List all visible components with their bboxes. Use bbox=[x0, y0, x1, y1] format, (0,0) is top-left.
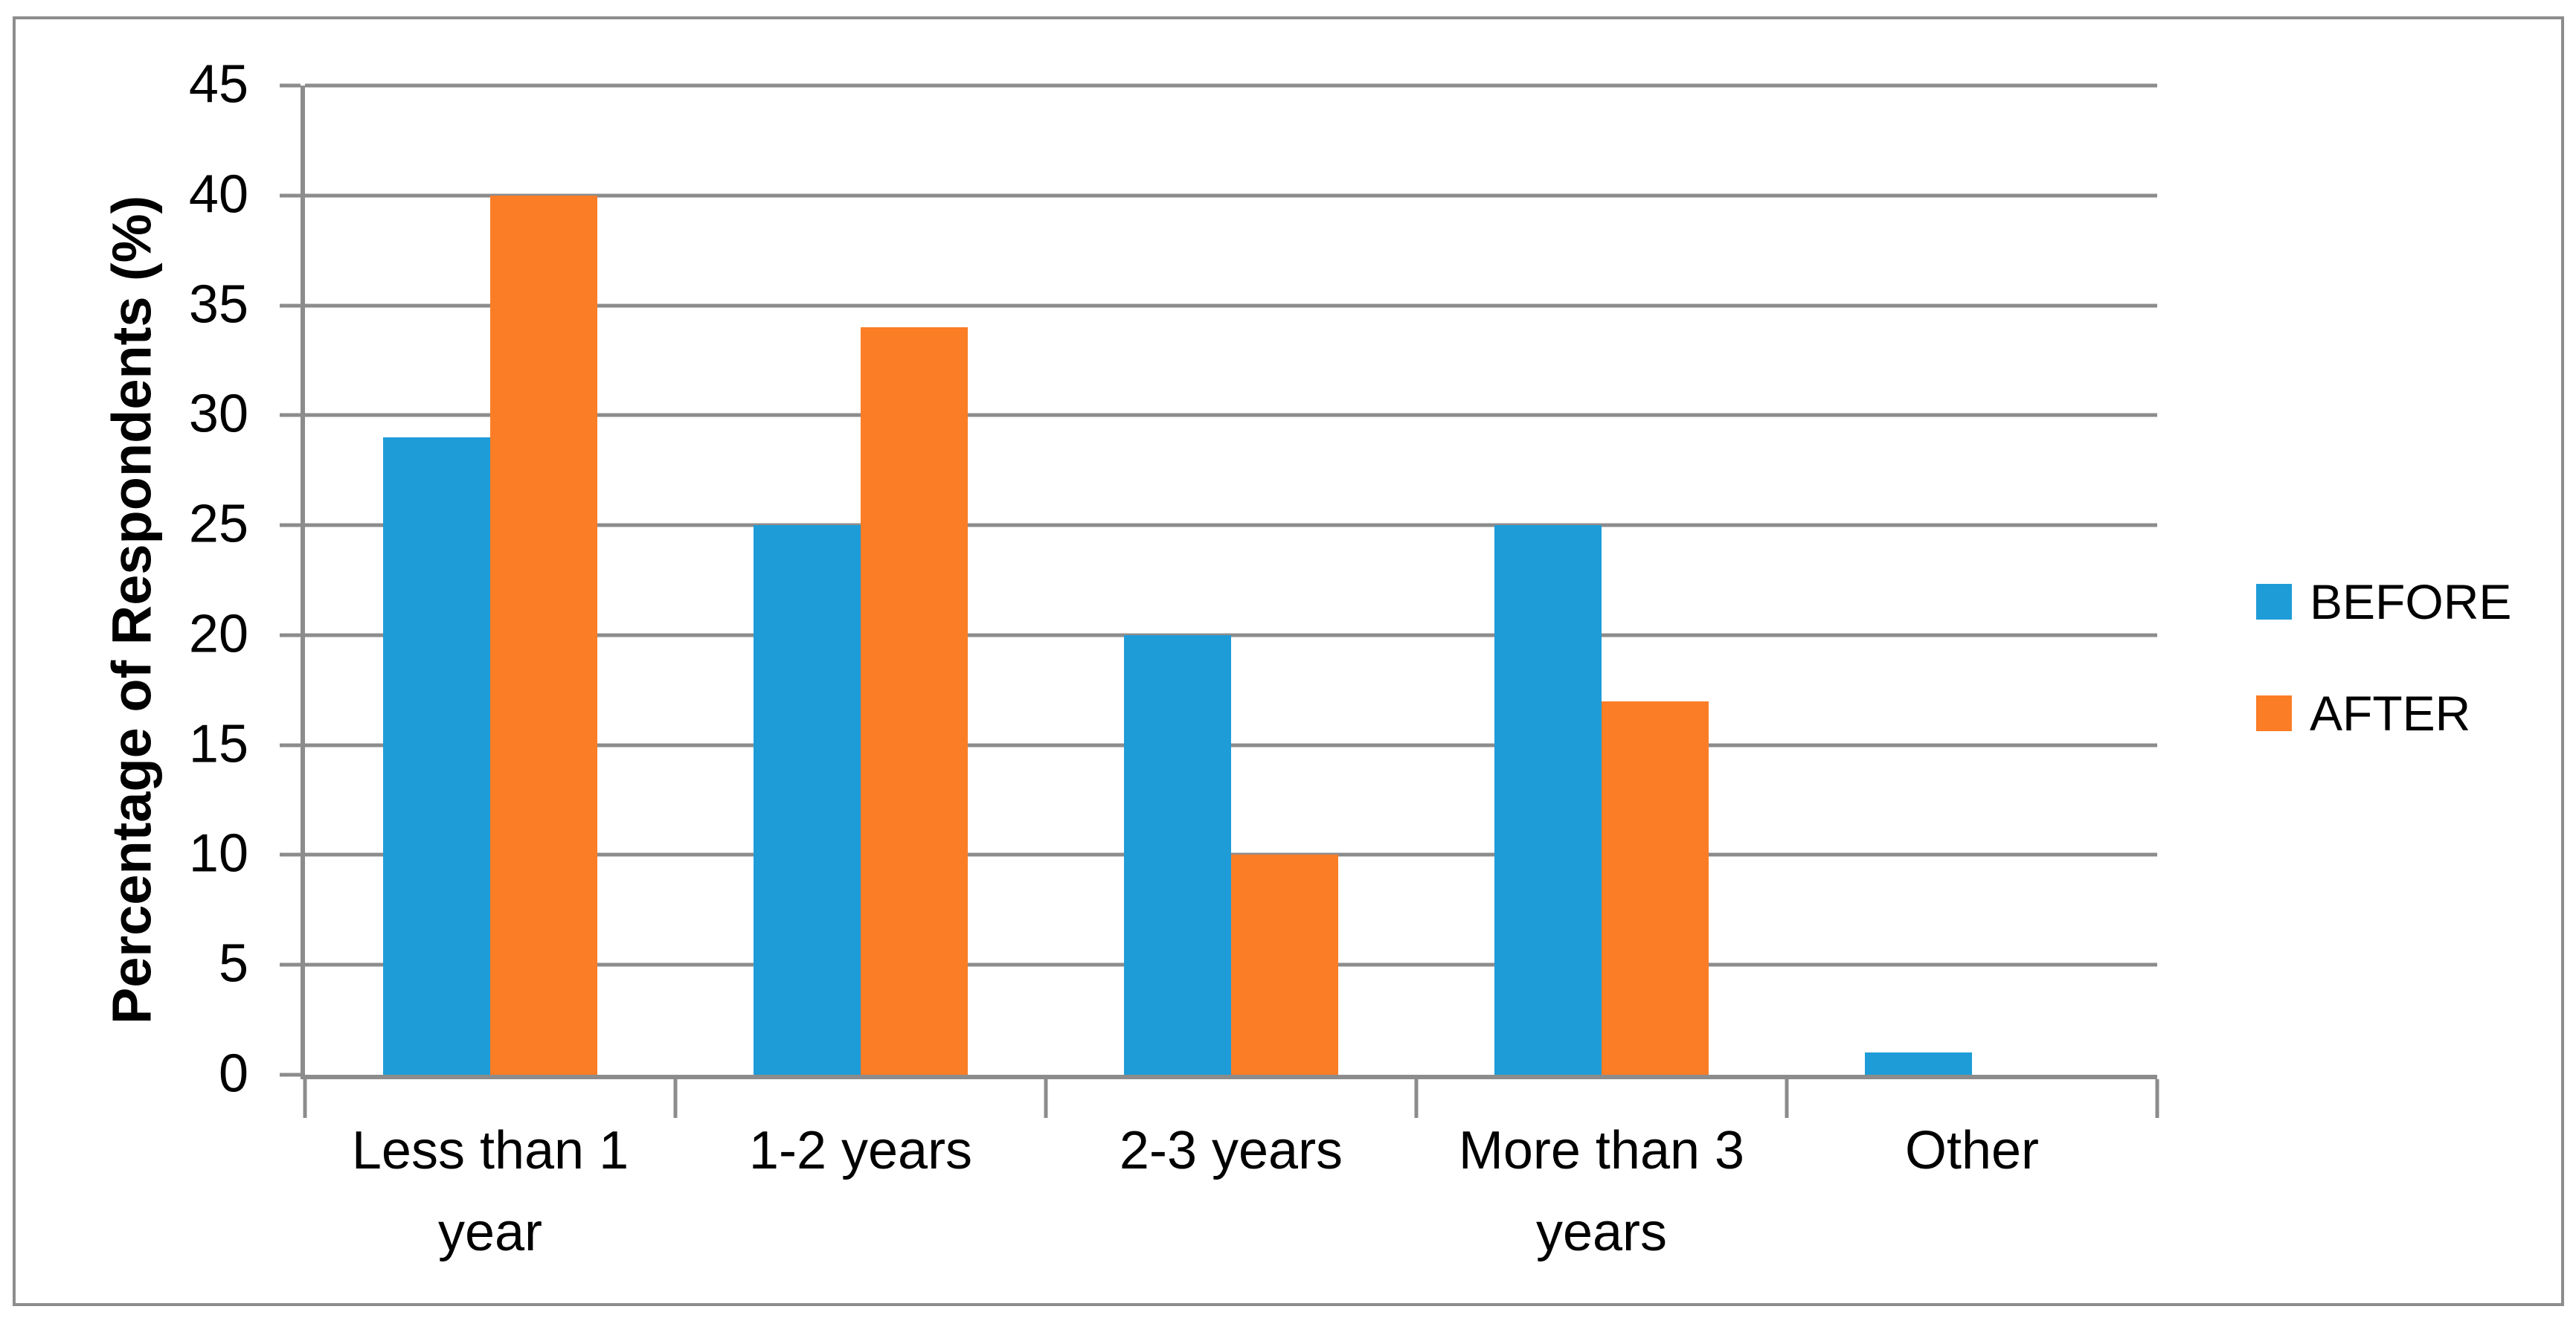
y-axis-tick-label-0: 0 bbox=[218, 1044, 248, 1104]
gridline-y-10 bbox=[305, 852, 2157, 857]
legend-swatch-after bbox=[2256, 695, 2292, 731]
x-axis-tick-4 bbox=[1785, 1079, 1789, 1118]
y-axis-tick-label-25: 25 bbox=[188, 494, 248, 554]
gridline-y-20 bbox=[305, 633, 2157, 637]
x-axis-tick-1 bbox=[673, 1079, 678, 1118]
x-axis-tick-0 bbox=[303, 1079, 307, 1118]
x-axis-category-label-3: 2-3 years bbox=[1119, 1121, 1343, 1180]
y-axis-tick-label-45: 45 bbox=[188, 54, 248, 115]
gridline-y-30 bbox=[305, 413, 2157, 417]
x-axis-category-label-1: Less than 1 year bbox=[351, 1121, 629, 1262]
x-axis-tick-3 bbox=[1414, 1079, 1419, 1118]
gridline-y-45 bbox=[305, 83, 2157, 88]
legend-label-before: BEFORE bbox=[2310, 574, 2512, 629]
x-axis-tick-5 bbox=[2155, 1079, 2159, 1118]
gridline-y-40 bbox=[305, 193, 2157, 198]
y-axis-tick-15 bbox=[280, 743, 301, 748]
legend-item-before: BEFORE bbox=[2256, 546, 2511, 658]
plot-area bbox=[280, 83, 2159, 1118]
y-axis-tick-25 bbox=[280, 523, 301, 527]
gridline-y-35 bbox=[305, 303, 2157, 308]
bar-after-2 bbox=[861, 327, 968, 1075]
y-axis-tick-label-10: 10 bbox=[188, 823, 248, 884]
y-axis-tick-label-35: 35 bbox=[188, 274, 248, 334]
legend-label-after: AFTER bbox=[2310, 686, 2471, 741]
y-axis-tick-0 bbox=[280, 1073, 301, 1077]
x-axis-tick-2 bbox=[1044, 1079, 1048, 1118]
legend-item-after: AFTER bbox=[2256, 658, 2511, 769]
y-axis-tick-label-20: 20 bbox=[188, 604, 248, 664]
bar-before-3 bbox=[1124, 634, 1231, 1075]
legend-swatch-before bbox=[2256, 584, 2292, 620]
y-axis-tick-label-30: 30 bbox=[188, 384, 248, 444]
x-axis-category-label-5: Other bbox=[1904, 1121, 2040, 1180]
bar-before-5 bbox=[1865, 1052, 1972, 1075]
y-axis-tick-30 bbox=[280, 413, 301, 417]
gridline-y-15 bbox=[305, 743, 2157, 748]
y-axis-tick-35 bbox=[280, 303, 301, 308]
y-axis-tick-label-40: 40 bbox=[188, 164, 248, 225]
bar-before-1 bbox=[383, 437, 490, 1075]
x-axis-category-label-2: 1-2 years bbox=[748, 1121, 973, 1180]
bar-before-4 bbox=[1494, 525, 1602, 1075]
gridline-y-25 bbox=[305, 523, 2157, 527]
bar-after-1 bbox=[490, 195, 597, 1075]
chart-outer-border bbox=[13, 16, 2564, 1306]
y-axis-tick-label-5: 5 bbox=[218, 933, 248, 994]
legend: BEFORE AFTER bbox=[2256, 546, 2511, 769]
y-axis-tick-45 bbox=[280, 83, 301, 88]
y-axis-title: Percentage of Respondents (%) bbox=[100, 195, 163, 1025]
y-axis-tick-label-15: 15 bbox=[188, 714, 248, 774]
bar-after-4 bbox=[1602, 701, 1709, 1075]
bar-before-2 bbox=[754, 525, 861, 1075]
y-axis-tick-40 bbox=[280, 193, 301, 198]
x-axis-category-label-4: More than 3 years bbox=[1458, 1121, 1745, 1262]
y-axis-tick-10 bbox=[280, 852, 301, 857]
y-axis-tick-20 bbox=[280, 633, 301, 637]
bar-after-3 bbox=[1231, 855, 1338, 1075]
y-axis-tick-5 bbox=[280, 962, 301, 967]
